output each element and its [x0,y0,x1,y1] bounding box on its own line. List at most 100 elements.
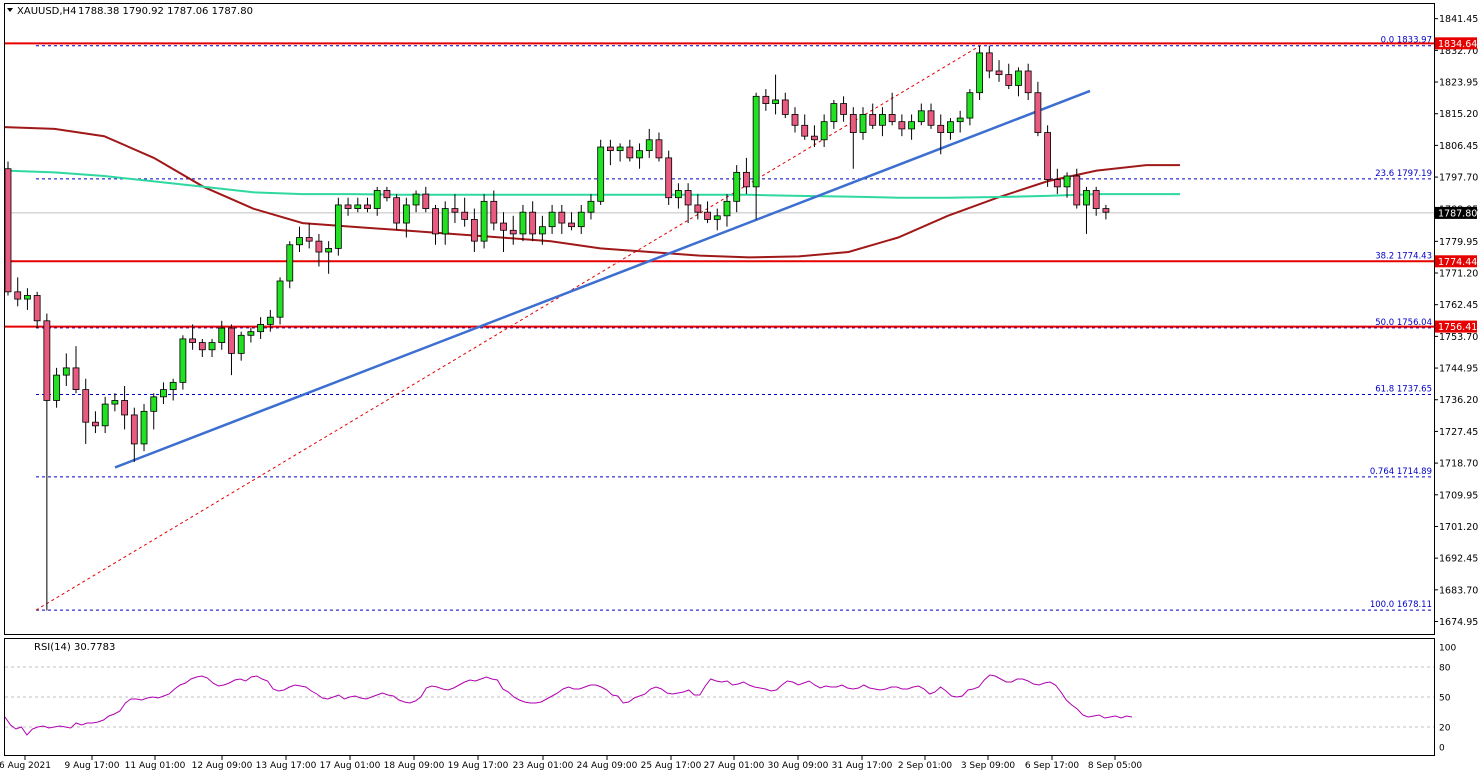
candle-body [150,396,158,412]
time-tick-label: 17 Aug 01:00 [320,761,381,771]
price-tick-label: 1832.70 [1439,46,1478,57]
candle-body [1092,190,1100,209]
time-tick-label: 13 Aug 17:00 [256,761,317,771]
candle-body [723,200,731,217]
candle-body [111,400,119,405]
candle-body [432,208,439,235]
candle-body [762,95,770,104]
price-tick-label: 1683.70 [1439,585,1478,596]
rsi-label: RSI(14) 30.7783 [34,642,115,653]
candle-body [1044,132,1052,181]
time-tick-label: 6 Aug 2021 [0,761,51,771]
candle-body [820,121,828,141]
time-tick-label: 31 Aug 17:00 [832,761,893,771]
candle-body [1063,175,1071,188]
candle-body [927,110,935,126]
candle-body [325,247,333,253]
candle-body [1005,74,1013,86]
fib-level-label: 0.764 1714.89 [1370,467,1432,477]
horizontal-level-badge [1435,37,1477,50]
candle-body [898,121,906,130]
time-tick-label: 24 Aug 09:00 [577,761,638,771]
candle-body [198,342,206,351]
candle-body [53,374,60,401]
horizontal-level-label: 1834.64 [1438,39,1477,50]
candle-body [966,92,974,119]
horizontal-level-badge [1435,320,1477,333]
rsi-tick-label: 0 [1439,744,1445,754]
candle-body [704,211,711,220]
candle-body [568,222,575,228]
fib-level-label: 38.2 1774.43 [1375,251,1432,261]
candle-body [947,121,954,133]
time-tick-label: 6 Sep 17:00 [1025,761,1080,771]
candle-body [1073,175,1081,206]
price-tick-label: 1841.45 [1439,14,1478,25]
fib-level-label: 50.0 1756.04 [1375,318,1432,328]
triangle-down-icon[interactable] [7,8,13,12]
candle-body [257,324,265,333]
price-tick-label: 1736.20 [1439,395,1478,406]
candle-body [956,117,964,123]
price-tick-label: 1692.45 [1439,554,1478,565]
candle-body [130,414,138,445]
rsi-tick-label: 50 [1439,694,1451,704]
candle-body [422,193,430,209]
price-tick-label: 1815.20 [1439,109,1478,120]
candle-body [830,103,838,123]
candle-body [888,114,896,123]
time-tick-label: 18 Aug 09:00 [384,761,445,771]
candle-body [694,204,702,213]
candle-body [364,204,371,209]
candle-body [62,367,70,376]
candle-body [121,400,128,416]
time-tick-label: 9 Aug 17:00 [65,761,120,771]
candle-body [160,389,167,398]
candle-body [859,114,867,133]
candle-body [218,327,226,343]
horizontal-level-label: 1774.44 [1438,257,1477,268]
candle-body [781,99,789,115]
candle-body [1053,179,1061,188]
candle-body [636,150,643,159]
candle-body [24,295,31,300]
symbol-label: XAUUSD,H4 [17,6,76,17]
time-tick-label: 25 Aug 17:00 [641,761,702,771]
candle-body [247,331,255,336]
candle-body [937,124,945,133]
candle-body [529,211,537,235]
price-tick-label: 1771.20 [1439,269,1478,280]
candle-body [811,135,818,141]
candle-body [101,403,109,427]
candle-body [1102,208,1110,213]
candle-body [752,95,760,188]
time-tick-label: 30 Aug 09:00 [768,761,829,771]
candle-body [1034,92,1042,133]
candle-body [305,237,313,242]
rsi-layer: 100 80 50 20 0 [4,644,1456,754]
candle-body [334,204,342,249]
candle-body [14,291,22,300]
candle-body [92,421,99,427]
candle-body [645,139,653,152]
fib-level-label: 61.8 1737.65 [1375,384,1432,394]
candle-body [558,211,566,224]
ohlc-label: 1788.38 1790.92 1787.06 1787.80 [78,6,253,17]
candle-body [402,204,410,224]
candle-body [276,280,284,318]
candle-body [587,200,595,213]
candle-body [140,410,148,445]
candle-body [908,121,915,130]
candle-body [791,114,799,126]
time-tick-label: 23 Aug 01:00 [513,761,574,771]
price-tick-label: 1727.45 [1439,427,1478,438]
candle-body [296,237,303,246]
time-tick-label: 12 Aug 09:00 [192,761,253,771]
candle-body [976,52,983,94]
candle-body [538,226,546,235]
horizontal-level-badge [1435,255,1477,268]
price-tick-label: 1779.95 [1439,237,1478,248]
fib-level-label: 0.0 1833.97 [1381,36,1432,46]
candle-body [509,229,517,235]
candle-body [1024,70,1032,94]
